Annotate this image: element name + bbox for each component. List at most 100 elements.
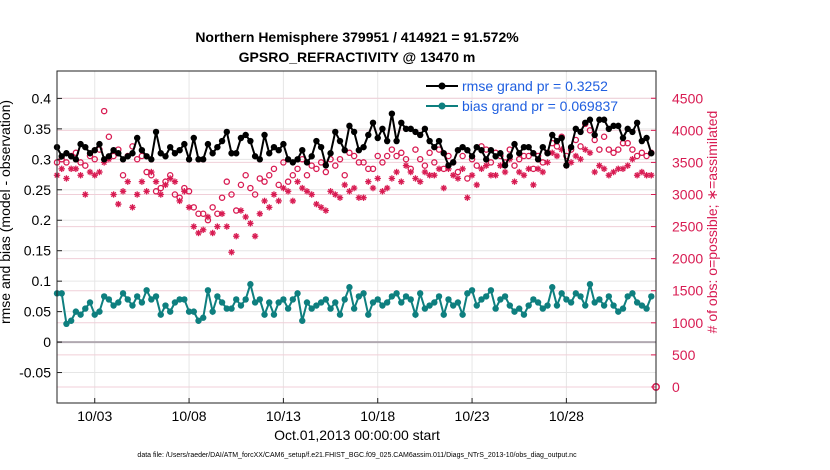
bias-point (266, 299, 273, 306)
assimilated-obs-point (129, 204, 136, 211)
asterisk-stroke (275, 198, 282, 204)
bias-point (591, 299, 598, 306)
asterisk-stroke (497, 162, 504, 169)
rmse-point (449, 159, 457, 166)
possible-obs-point (251, 191, 259, 198)
rmse-point (563, 162, 570, 169)
asterisk-stroke (474, 182, 480, 188)
assimilated-obs-point (284, 188, 292, 195)
rmse-point (261, 131, 268, 139)
rmse-point (492, 153, 499, 160)
possible-obs-point (332, 162, 339, 169)
asterisk-stroke (398, 178, 405, 185)
asterisk-stroke (403, 162, 409, 169)
rmse-point (247, 137, 254, 145)
assimilated-obs-point (148, 168, 155, 176)
bias-point (360, 290, 367, 297)
rmse-point (582, 119, 589, 126)
rmse-point (421, 125, 429, 133)
possible-obs-point (374, 152, 381, 160)
asterisk-stroke (125, 178, 131, 185)
asterisk-stroke (82, 191, 88, 198)
assimilated-obs-point (624, 162, 631, 169)
y-left-tick-label: -0.05 (19, 365, 51, 381)
assimilated-obs-point (124, 178, 131, 185)
assimilated-obs-point (468, 172, 476, 179)
rmse-point (501, 162, 509, 169)
bias-point (383, 299, 391, 306)
rmse-point (266, 150, 273, 157)
asterisk-stroke (77, 172, 84, 178)
assimilated-obs-point (412, 175, 419, 182)
plot-frame (56, 70, 657, 404)
bias-point (563, 296, 570, 303)
rmse-point (162, 153, 169, 160)
possible-obs-point (459, 152, 466, 160)
possible-obs-point (228, 191, 235, 198)
rmse-point (251, 153, 259, 160)
assimilated-obs-point (582, 146, 589, 153)
bias-point (431, 299, 438, 306)
asterisk-stroke (643, 172, 650, 178)
asterisk-stroke (478, 166, 485, 172)
assimilated-obs-point (176, 197, 183, 205)
rmse-point (214, 143, 221, 151)
bias-point (549, 284, 556, 291)
legend-bias-marker (438, 102, 446, 110)
bias-point (501, 293, 509, 300)
assimilated-obs-point (63, 175, 70, 182)
assimilated-obs-point (473, 181, 480, 189)
bias-point (270, 311, 278, 318)
asterisk-stroke (308, 191, 315, 198)
rmse-point (204, 140, 212, 148)
assimilated-obs-point (530, 181, 537, 189)
assimilated-obs-point (539, 168, 547, 176)
assimilated-obs-point (58, 165, 65, 173)
bias-point (454, 299, 462, 306)
possible-obs-point (265, 172, 273, 179)
assimilated-obs-point (91, 172, 98, 179)
rmse-point (435, 137, 443, 145)
rmse-point (181, 140, 188, 148)
possible-obs-point (464, 175, 471, 182)
bias-point (138, 299, 146, 306)
assimilated-obs-point (398, 178, 405, 185)
asterisk-stroke (521, 172, 527, 178)
rmse-point (388, 110, 396, 117)
bias-point (195, 317, 202, 324)
bias-point (181, 296, 188, 303)
bias-point (162, 302, 169, 309)
assimilated-obs-point (143, 188, 150, 195)
asterisk-stroke (379, 188, 386, 194)
asterisk-stroke (525, 166, 532, 172)
bias-point (577, 293, 584, 300)
asterisk-stroke (516, 169, 522, 175)
possible-obs-point (633, 152, 641, 160)
bias-point (176, 296, 183, 303)
assimilated-obs-point (256, 210, 264, 217)
asterisk-stroke (96, 169, 103, 175)
rmse-point (648, 150, 655, 157)
assimilated-obs-point (464, 194, 471, 201)
possible-obs-point (487, 159, 495, 166)
asterisk-stroke (323, 207, 329, 214)
asterisk-stroke (483, 162, 489, 169)
assimilated-obs-point (96, 168, 103, 176)
possible-obs-point (412, 146, 419, 153)
asterisk-stroke (610, 169, 617, 175)
possible-obs-point (605, 146, 613, 153)
assimilated-obs-point (577, 156, 584, 163)
rmse-point (643, 134, 650, 142)
asterisk-stroke (535, 166, 541, 172)
grid (57, 71, 656, 403)
asterisk-stroke (634, 172, 640, 178)
bias-point (242, 296, 249, 303)
y-axis-left-label: rmse and bias (model - observation) (0, 100, 13, 324)
bias-point (586, 281, 594, 288)
possible-obs-point (511, 162, 518, 169)
rmse-point (383, 137, 391, 145)
rmse-point (105, 153, 113, 160)
bias-point (303, 299, 311, 306)
possible-obs-point (379, 159, 386, 166)
y-right-tick-label: 1000 (672, 315, 703, 331)
